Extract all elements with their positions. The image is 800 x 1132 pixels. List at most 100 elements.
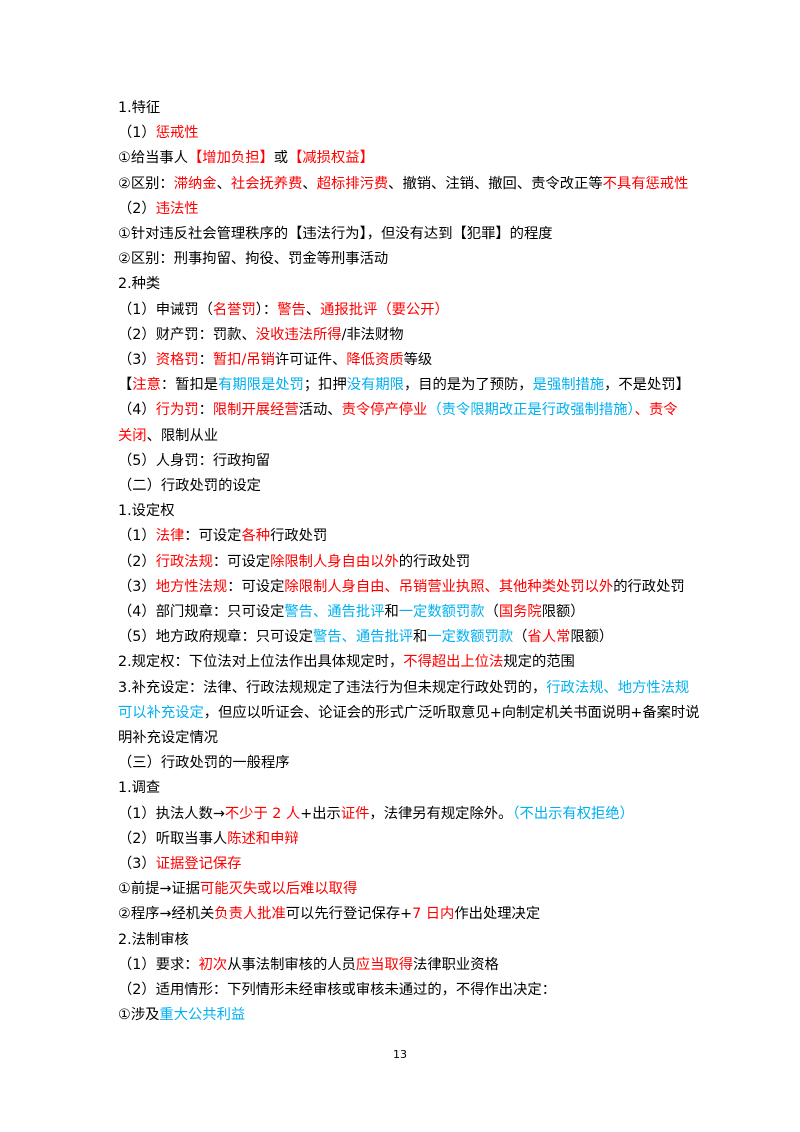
text-segment: 和 [384,604,399,620]
text-segment: 降低资质 [346,352,404,368]
text-segment: （2）财产罚：罚款、 [118,326,256,343]
text-segment: （5）地方政府规章：只可设定 [118,629,313,646]
text-segment: （4）部门规章：只可设定 [118,604,285,620]
text-line: （2）听取当事人陈述和申辩 [118,829,299,849]
text-segment: 、 [216,175,231,192]
text-segment: （2）听取当事人 [118,830,228,847]
text-segment: ①前提→证据 [118,881,200,898]
text-line: 可以补充设定，但应以听证会、论证会的形式广泛听取意见+向制定机关书面说明+备案时… [118,703,700,723]
text-segment: （要公开） [377,301,449,318]
text-line: ①涉及重大公共利益 [118,1005,245,1025]
text-segment: （三）行政处罚的一般程序 [118,755,290,772]
text-segment: （ [484,604,499,620]
text-segment: 、撤销、注销、撤回、责令改正等 [388,175,603,192]
text-segment: 负责人批准 [214,906,286,923]
text-segment: 、 [302,175,317,192]
text-segment: （ [513,629,528,646]
text-segment: 明补充设定情况 [118,730,219,746]
text-segment: （2） [118,200,156,217]
text-segment: 国务院 [498,604,542,620]
text-segment: 7 日内 [412,906,455,923]
text-line: （2）违法性 [118,199,199,219]
text-line: ②区别：刑事拘留、拘役、罚金等刑事活动 [118,249,388,269]
text-segment: 、限制从业 [146,427,219,444]
text-segment: 暂扣/吊销 [212,352,275,368]
text-segment: （1）要求： [118,956,199,973]
text-line: （2）行政法规：可设定除限制人身自由以外的行政处罚 [118,552,470,572]
text-segment: 限制开展经营 [212,402,299,419]
text-segment: （2）适用情形：下列情形未经审核或审核未通过的，不得作出决定： [118,982,556,998]
text-segment: 2.法制审核 [118,931,189,948]
text-segment: 重大公共利益 [159,1007,246,1024]
text-segment: ：可设定 [227,578,285,595]
text-segment: ，不是处罚】 [604,377,690,394]
text-line: 关闭、限制从业 [118,426,218,446]
text-segment: （不出示有权拒绝） [512,805,634,822]
text-segment: ，但应以听证会、论证会的形式广泛听取意见+向制定机关书面说明+备案时说 [203,704,700,721]
text-segment: 3.补充设定：法律、行政法规规定了违法行为但未规定行政处罚的， [118,679,547,696]
text-segment: ：可设定 [184,528,242,545]
text-segment: 应当取得 [355,956,414,973]
text-line: （3）地方性法规：可设定除限制人身自由、吊销营业执照、其他种类处罚以外的行政处罚 [118,577,685,597]
text-line: （2）适用情形：下列情形未经审核或审核未通过的，不得作出决定： [118,980,556,1000]
text-segment: 滞纳金 [173,175,217,192]
text-segment: ，法律另有规定除外。 [369,805,513,822]
text-line: （5）人身罚：行政拘留 [118,451,270,471]
text-segment: 的行政处罚 [613,578,685,595]
text-segment: ：暂扣是 [160,377,219,394]
text-segment: 惩戒性 [155,125,199,142]
text-segment: 、 [305,301,321,318]
text-segment: 警告、通告批评 [284,604,385,620]
text-line: （二）行政处罚的设定 [118,476,261,496]
text-segment: 资格罚 [155,352,199,368]
text-segment: ，目的是为了预防， [403,377,533,394]
text-line: （3）证据登记保存 [118,854,241,874]
text-line: ①给当事人【增加负担】或【减损权益】 [118,148,374,168]
text-segment: ①涉及 [118,1007,160,1024]
text-segment: 行政法规、地方性法规 [546,679,690,696]
text-segment: （二）行政处罚的设定 [118,478,261,494]
text-segment: 没收违法所得 [255,326,342,343]
text-segment: ①给当事人 [118,150,189,167]
text-segment: ②区别： [118,175,174,192]
text-segment: 初次 [198,956,228,973]
text-segment: 证件 [340,805,370,822]
text-line: （1）申诫罚（名誉罚）：警告、通报批评（要公开） [118,300,449,320]
text-segment: ①针对违反社会管理秩序的【违法行为】，但没有达到【犯罪】的程度 [118,226,553,242]
text-segment: ；扣押 [303,377,347,394]
text-segment: 名誉罚 [212,301,256,318]
text-segment: 2.种类 [118,276,161,293]
text-line: ①针对违反社会管理秩序的【违法行为】，但没有达到【犯罪】的程度 [118,224,553,244]
text-segment: 行政处罚 [270,528,328,545]
text-segment: 警告、通告批评 [312,629,414,646]
text-segment: 1.设定权 [118,503,175,520]
text-segment: 没有期限 [346,377,404,394]
text-segment: ②程序→经机关 [118,906,215,923]
text-segment: 或 [273,150,289,167]
text-segment: /非法财物 [341,326,404,343]
text-segment: ②区别：刑事拘留、拘役、罚金等刑事活动 [118,251,389,268]
text-segment: 一定数额罚款 [427,629,514,646]
text-segment: （3） [118,856,156,872]
text-segment: ： [198,352,213,368]
text-line: 1.调查 [118,778,160,798]
text-line: 明补充设定情况 [118,728,218,748]
text-segment: 活动、 [298,402,342,419]
text-segment: 不得超出上位法 [403,654,504,671]
text-line: （4）行为罚：限制开展经营活动、责令停产停业（责令限期改正是行政强制措施）、责令 [118,400,678,420]
text-segment: （5）人身罚：行政拘留 [118,452,271,469]
text-segment: 行政法规 [155,553,213,570]
text-segment: 关闭 [118,427,147,444]
text-line: （1）要求：初次从事法制审核的人员应当取得法律职业资格 [118,955,499,975]
text-segment: 的行政处罚 [398,553,471,570]
text-segment: （4） [118,402,156,419]
text-segment: 限额） [541,604,585,620]
text-segment: 1.调查 [118,780,161,797]
text-segment: 陈述和申辩 [227,830,299,847]
text-segment: 可以补充设定 [118,704,204,721]
text-line: 1.特征 [118,98,160,118]
text-segment: 证据登记保存 [155,856,242,872]
text-segment: 警告 [277,301,306,318]
text-segment: 各种 [241,528,271,545]
text-segment: （2） [118,553,156,570]
